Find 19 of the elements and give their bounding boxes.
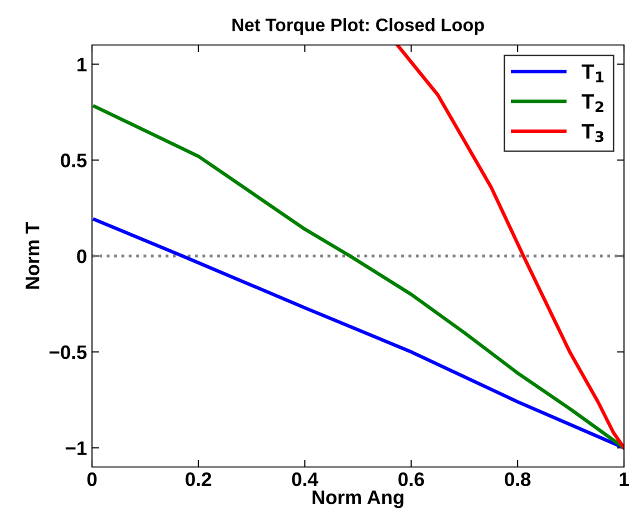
x-tick-label: 0.2 [186, 472, 212, 486]
x-tick-label: 1 [620, 472, 629, 486]
legend-label: T$_{2}$ [582, 94, 604, 112]
x-tick-label: 0.6 [398, 472, 424, 486]
y-tick-label: −0.5 [50, 345, 87, 360]
legend-label: T$_{1}$ [582, 64, 604, 82]
y-tick-label: 0.5 [60, 154, 87, 168]
x-tick-label: 0 [87, 472, 97, 486]
legend-label: T$_{3}$ [582, 124, 604, 142]
y-tick-label: −1 [66, 441, 87, 455]
y-tick-label: 0 [77, 249, 86, 264]
x-axis-title: Norm Ang [312, 490, 404, 508]
line-series [396, 45, 624, 450]
line-series [92, 218, 624, 450]
y-tick-label: 1 [78, 58, 87, 72]
x-tick-label: 0.4 [292, 472, 318, 486]
x-tick-label: 0.8 [504, 472, 531, 486]
y-axis-title: Norm T [26, 222, 40, 289]
chart-title: Net Torque Plot: Closed Loop [232, 18, 484, 35]
